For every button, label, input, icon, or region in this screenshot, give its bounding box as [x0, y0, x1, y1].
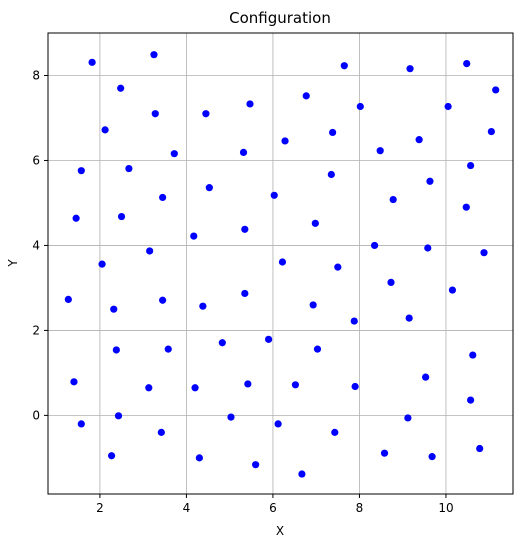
data-point — [313, 345, 322, 353]
data-point — [246, 100, 254, 108]
data-point — [159, 193, 167, 202]
data-point — [356, 102, 364, 111]
data-point — [487, 127, 495, 136]
data-point — [125, 164, 133, 173]
data-point — [114, 412, 123, 420]
data-point — [422, 373, 430, 381]
data-point — [476, 444, 484, 453]
data-point — [77, 167, 85, 175]
data-point — [117, 212, 126, 221]
data-point — [159, 296, 167, 304]
data-point — [227, 413, 235, 421]
data-point — [110, 305, 118, 313]
data-point — [492, 86, 500, 94]
data-point — [389, 195, 397, 204]
data-point — [467, 161, 475, 170]
data-point — [191, 384, 199, 392]
data-points — [64, 51, 500, 478]
x-axis-label: X — [276, 524, 284, 538]
data-point — [252, 461, 260, 469]
data-point — [150, 51, 158, 59]
data-point — [190, 232, 198, 240]
data-point — [88, 58, 96, 66]
data-point — [278, 258, 287, 266]
data-point — [274, 420, 282, 428]
data-point — [199, 302, 207, 310]
data-point — [241, 289, 249, 298]
data-point — [64, 295, 72, 304]
data-point — [101, 126, 109, 134]
data-point — [117, 84, 125, 92]
data-point — [424, 244, 432, 252]
data-point — [351, 382, 359, 391]
data-point — [370, 241, 379, 250]
data-point — [469, 351, 477, 359]
data-point — [331, 428, 339, 436]
data-point — [244, 380, 252, 388]
data-point — [405, 314, 413, 322]
data-point — [467, 396, 475, 404]
data-point — [298, 470, 306, 478]
data-point — [350, 317, 358, 325]
data-point — [265, 335, 273, 343]
data-point — [311, 219, 319, 227]
x-tick-label: 8 — [356, 501, 364, 515]
data-point — [112, 346, 120, 354]
data-point — [202, 110, 210, 118]
y-tick-label: 2 — [32, 323, 40, 337]
data-point — [480, 249, 488, 257]
data-point — [404, 414, 412, 422]
data-point — [329, 128, 337, 137]
x-tick-label: 6 — [269, 501, 277, 515]
data-point — [291, 381, 300, 389]
data-point — [428, 453, 436, 461]
y-tick-label: 4 — [32, 238, 40, 252]
y-tick-label: 8 — [32, 68, 40, 82]
axis-ticks: 2 4 6 8 10 0 2 4 6 8 — [32, 68, 453, 515]
data-point — [281, 137, 289, 145]
data-point — [195, 454, 203, 462]
data-point — [170, 150, 178, 158]
data-point — [426, 177, 434, 185]
data-point — [380, 449, 389, 457]
data-point — [98, 260, 106, 268]
data-point — [462, 203, 470, 211]
x-tick-label: 2 — [96, 501, 104, 515]
data-point — [72, 214, 80, 222]
data-point — [239, 148, 248, 156]
data-point — [145, 384, 153, 392]
data-point — [387, 278, 395, 287]
chart-title: Configuration — [229, 9, 331, 27]
data-point — [205, 184, 213, 192]
y-tick-label: 0 — [32, 408, 40, 422]
y-tick-label: 6 — [32, 153, 40, 167]
x-tick-label: 10 — [438, 501, 453, 515]
data-point — [406, 65, 414, 73]
data-point — [270, 191, 278, 199]
data-point — [302, 92, 310, 100]
data-point — [164, 345, 172, 353]
data-point — [444, 102, 452, 111]
y-axis-label: Y — [6, 259, 20, 268]
data-point — [157, 428, 165, 436]
data-point — [241, 225, 249, 233]
data-point — [107, 452, 116, 460]
data-point — [463, 59, 471, 68]
data-point — [70, 378, 78, 386]
data-point — [415, 136, 423, 144]
data-point — [151, 110, 159, 118]
data-point — [448, 286, 457, 294]
data-point — [340, 62, 348, 70]
data-point — [146, 247, 154, 255]
data-point — [334, 263, 342, 271]
data-point — [77, 420, 85, 428]
data-point — [309, 301, 317, 309]
data-point — [327, 170, 335, 179]
data-point — [376, 147, 384, 155]
data-point — [218, 339, 226, 347]
x-tick-label: 4 — [183, 501, 191, 515]
plot-frame — [47, 32, 514, 495]
